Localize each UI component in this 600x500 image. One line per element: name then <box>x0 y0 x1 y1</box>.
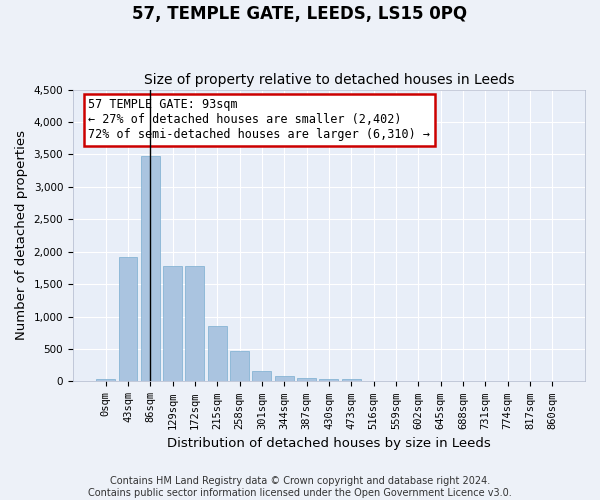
Bar <box>185 266 205 382</box>
Text: Contains HM Land Registry data © Crown copyright and database right 2024.
Contai: Contains HM Land Registry data © Crown c… <box>88 476 512 498</box>
Bar <box>275 376 294 382</box>
Bar <box>319 378 338 382</box>
Bar <box>141 156 160 382</box>
Text: 57, TEMPLE GATE, LEEDS, LS15 0PQ: 57, TEMPLE GATE, LEEDS, LS15 0PQ <box>133 5 467 23</box>
Bar <box>96 379 115 382</box>
Text: 57 TEMPLE GATE: 93sqm
← 27% of detached houses are smaller (2,402)
72% of semi-d: 57 TEMPLE GATE: 93sqm ← 27% of detached … <box>88 98 430 142</box>
Bar <box>253 371 271 382</box>
X-axis label: Distribution of detached houses by size in Leeds: Distribution of detached houses by size … <box>167 437 491 450</box>
Bar <box>342 379 361 382</box>
Bar <box>163 266 182 382</box>
Bar <box>208 326 227 382</box>
Bar <box>230 352 249 382</box>
Title: Size of property relative to detached houses in Leeds: Size of property relative to detached ho… <box>144 73 514 87</box>
Bar <box>119 257 137 382</box>
Bar <box>297 378 316 382</box>
Y-axis label: Number of detached properties: Number of detached properties <box>15 130 28 340</box>
